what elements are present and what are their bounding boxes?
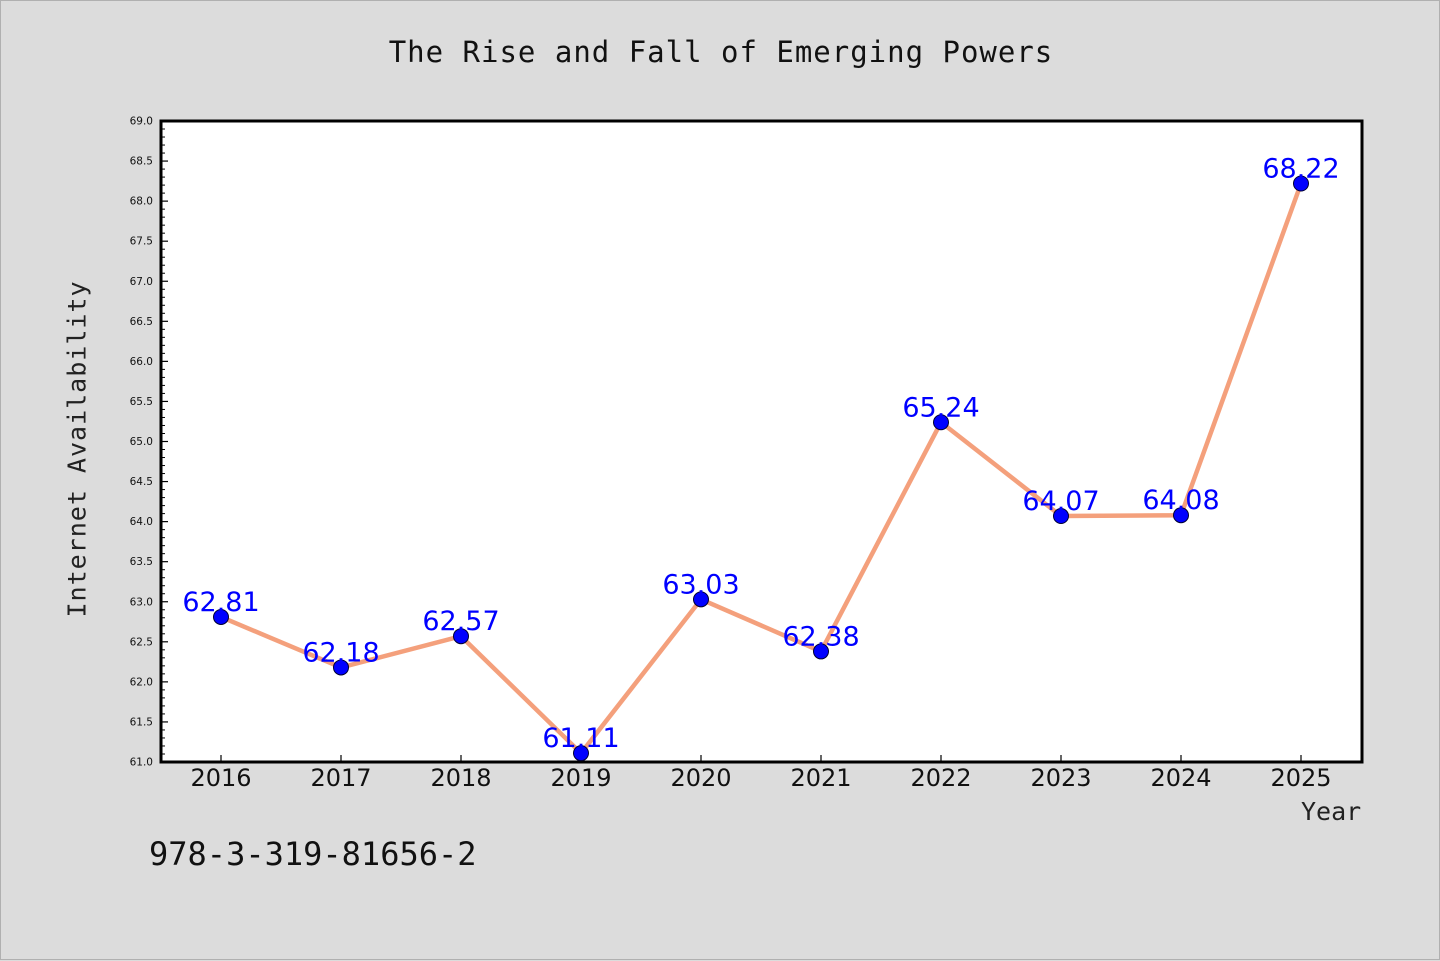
y-tick-label: 62.0: [130, 676, 153, 688]
data-label: 65.24: [902, 392, 979, 423]
y-tick-label: 69.0: [130, 116, 153, 128]
data-label: 68.22: [1262, 153, 1339, 184]
data-point: [1053, 508, 1069, 525]
data-point: [333, 659, 349, 676]
x-tick-label: 2023: [1030, 764, 1091, 792]
x-tick-label: 2025: [1270, 764, 1331, 792]
y-tick-label: 61.0: [130, 757, 153, 769]
data-label: 62.81: [182, 587, 259, 618]
data-label-group: 62.81 62.18 62.57 61.11 63.03 62.38 65.24 64.07…: [182, 153, 1339, 754]
data-label: 62.57: [422, 606, 499, 637]
y-tick-label: 65.0: [130, 436, 153, 448]
x-tick-label: 2021: [790, 764, 851, 792]
data-label: 61.11: [542, 723, 619, 754]
data-label: 63.03: [662, 569, 739, 600]
data-point: [813, 643, 829, 660]
isbn-text: 978-3-319-81656-2: [149, 835, 477, 873]
x-tick-label: 2016: [190, 764, 251, 792]
data-label: 62.38: [782, 621, 859, 652]
y-tick-label: 67.5: [130, 236, 153, 248]
series-line-group: [220, 182, 1304, 756]
y-tick-label: 63.0: [130, 596, 153, 608]
x-tick-label: 2022: [910, 764, 971, 792]
x-axis: 2016 2017 2018 2019 2020 2021 2022 2023 2024 2025: [190, 755, 1332, 792]
y-tick-label: 62.5: [130, 636, 153, 648]
y-tick-label: 68.0: [130, 196, 153, 208]
y-tick-label: 67.0: [130, 276, 153, 288]
x-tick-label: 2020: [670, 764, 731, 792]
data-point: [213, 608, 229, 625]
plot-area: [159, 119, 1364, 764]
y-axis: 61.0 61.5 62.0 62.5 63.0 63.5 64.0 64.5 65.0 65.5…: [130, 116, 168, 769]
x-tick-label: 2024: [1150, 764, 1211, 792]
data-label: 64.07: [1022, 486, 1099, 517]
marker-group: [213, 175, 1309, 762]
data-label: 62.18: [302, 637, 379, 668]
data-point: [933, 414, 949, 431]
data-label: 64.08: [1142, 485, 1219, 516]
data-point: [1293, 175, 1309, 192]
y-tick-label: 66.0: [130, 356, 153, 368]
data-point: [453, 628, 469, 645]
series-line: [220, 182, 1304, 756]
y-tick-label: 64.5: [130, 476, 153, 488]
data-point: [1173, 507, 1189, 524]
x-axis-label: Year: [1301, 797, 1362, 826]
y-tick-label: 66.5: [130, 316, 153, 328]
y-tick-label: 65.5: [130, 396, 153, 408]
y-tick-label: 61.5: [130, 716, 153, 728]
x-tick-label: 2017: [310, 764, 371, 792]
chart-title: The Rise and Fall of Emerging Powers: [388, 35, 1054, 69]
y-tick-label: 64.0: [130, 516, 153, 528]
data-point: [693, 591, 709, 608]
y-tick-label: 63.5: [130, 556, 153, 568]
x-tick-label: 2019: [550, 764, 611, 792]
y-tick-label: 68.5: [130, 156, 153, 168]
data-point: [573, 745, 589, 762]
x-tick-label: 2018: [430, 764, 491, 792]
